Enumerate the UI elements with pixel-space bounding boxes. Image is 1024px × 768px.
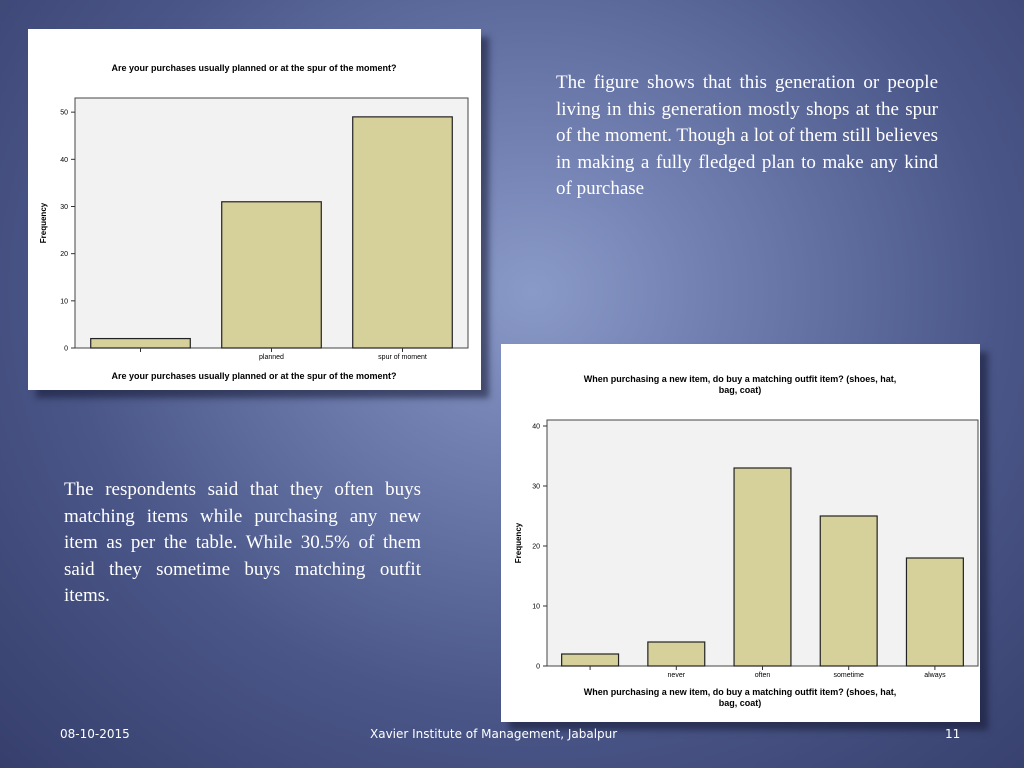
c2-x-tick-label: sometime — [834, 672, 864, 679]
c2-bar-often — [733, 467, 792, 667]
c1-x-axis-label: Are your purchases usually planned or at… — [111, 371, 396, 381]
c1-bar-missing — [90, 337, 191, 349]
c2-y-tick-label: 10 — [532, 604, 540, 611]
c2-y-tick-label: 30 — [532, 484, 540, 491]
c1-bar-planned — [221, 201, 322, 349]
c2-x-axis-label-line: When purchasing a new item, do buy a mat… — [584, 687, 897, 697]
slide-number: 11 — [945, 727, 961, 741]
c1-x-tick-label: planned — [259, 354, 284, 361]
c2-chart-title: When purchasing a new item, do buy a mat… — [584, 374, 897, 395]
c1-y-tick-label: 30 — [60, 204, 68, 211]
c1-bar-spur-of-moment — [352, 116, 453, 349]
c2-x-axis-label: When purchasing a new item, do buy a mat… — [584, 687, 897, 708]
footer-date: 08-10-2015 — [60, 727, 130, 741]
c2-chart-title-line: bag, coat) — [719, 385, 762, 395]
c2-bar-sometime — [819, 515, 878, 667]
c1-x-axis-label-line: Are your purchases usually planned or at… — [111, 371, 396, 381]
c2-x-tick-label: often — [755, 672, 771, 679]
c1-y-tick-label: 50 — [60, 110, 68, 117]
chart-purchase-planning: Are your purchases usually planned or at… — [39, 63, 469, 381]
chart-panel-purchase-planning: Are your purchases usually planned or at… — [28, 29, 481, 390]
c1-x-tick-label: spur of moment — [378, 354, 427, 361]
chart-matching-outfit: When purchasing a new item, do buy a mat… — [514, 374, 979, 708]
description-purchase-planning: The figure shows that this generation or… — [556, 72, 938, 199]
c1-y-tick-label: 10 — [60, 298, 68, 305]
c2-bar-always — [905, 557, 964, 667]
c1-chart-title-line: Are your purchases usually planned or at… — [111, 63, 396, 73]
c1-y-axis-label: Frequency — [39, 202, 48, 243]
footer-institute: Xavier Institute of Management, Jabalpur — [370, 727, 618, 741]
c2-y-tick-label: 40 — [532, 424, 540, 431]
c1-y-tick-label: 0 — [64, 346, 68, 353]
description-matching-outfit: The respondents said that they often buy… — [64, 479, 421, 606]
c1-y-tick-label: 40 — [60, 157, 68, 164]
chart-panel-matching-outfit: When purchasing a new item, do buy a mat… — [501, 344, 980, 722]
c2-y-axis-label: Frequency — [514, 522, 523, 563]
c2-x-tick-label: always — [924, 672, 946, 679]
c2-bar-missing — [561, 653, 620, 667]
c1-chart-title: Are your purchases usually planned or at… — [111, 63, 396, 73]
c2-y-tick-label: 0 — [536, 664, 540, 671]
c2-chart-title-line: When purchasing a new item, do buy a mat… — [584, 374, 897, 384]
c2-x-axis-label-line: bag, coat) — [719, 698, 762, 708]
c2-x-tick-label: never — [668, 672, 686, 679]
c2-bar-never — [647, 641, 706, 667]
c1-y-tick-label: 20 — [60, 251, 68, 258]
c2-y-tick-label: 20 — [532, 544, 540, 551]
